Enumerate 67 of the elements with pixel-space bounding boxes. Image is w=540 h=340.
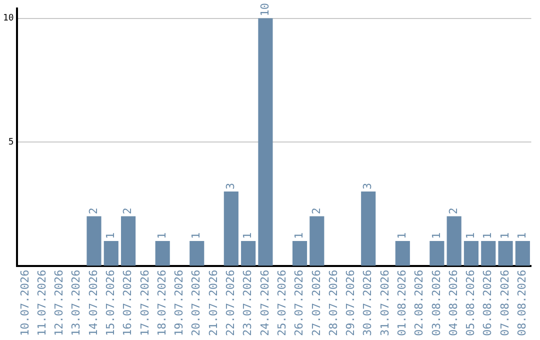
data-label: 2	[446, 208, 460, 214]
data-label: 10	[258, 3, 272, 16]
data-label: 1	[190, 232, 203, 240]
bar	[258, 18, 273, 266]
x-tick-label: 04.08.2026	[446, 270, 460, 336]
x-tick-label: 18.07.2026	[155, 270, 168, 336]
data-label: 1	[241, 232, 254, 240]
data-label: 2	[86, 208, 100, 214]
bar	[292, 241, 308, 266]
x-tick-label: 10.07.2026	[18, 270, 32, 336]
bar	[121, 216, 136, 266]
x-tick-label: 01.08.2026	[396, 270, 408, 336]
bar	[361, 192, 376, 266]
bar	[446, 216, 462, 266]
bar	[515, 241, 530, 266]
data-label: 1	[481, 232, 494, 240]
x-tick-label: 28.07.2026	[326, 270, 340, 336]
data-label: 1	[155, 232, 168, 240]
x-tick-label: 27.07.2026	[310, 270, 323, 336]
x-tick-label: 19.07.2026	[172, 270, 186, 336]
bar	[395, 241, 410, 266]
x-tick-label: 29.07.2026	[344, 270, 358, 336]
x-tick-label: 17.07.2026	[138, 270, 152, 336]
x-tick-label: 14.07.2026	[86, 270, 100, 336]
data-label: 1	[104, 232, 118, 240]
bar	[86, 216, 102, 266]
data-label: 3	[361, 182, 374, 190]
data-label: 1	[430, 232, 443, 240]
x-tick-label: 20.07.2026	[190, 270, 203, 336]
x-tick-label: 02.08.2026	[412, 270, 426, 336]
x-tick-label: 21.07.2026	[206, 270, 220, 336]
x-tick-label: 07.08.2026	[498, 270, 512, 336]
x-tick-label: 25.07.2026	[275, 270, 288, 336]
x-tick-label: 12.07.2026	[52, 270, 66, 336]
x-tick-label: 31.07.2026	[378, 270, 392, 336]
x-tick-label: 23.07.2026	[241, 270, 254, 336]
bar	[104, 241, 118, 266]
bar	[310, 216, 324, 266]
x-tick-label: 06.08.2026	[481, 270, 494, 336]
data-label: 1	[464, 232, 478, 240]
x-tick-label: 08.08.2026	[516, 270, 529, 336]
y-tick-label: 5	[8, 137, 14, 148]
x-tick-label: 11.07.2026	[35, 270, 48, 336]
x-tick-label: 13.07.2026	[70, 270, 83, 336]
x-tick-label: 03.08.2026	[430, 270, 443, 336]
bar	[155, 241, 170, 266]
x-tick-label: 16.07.2026	[121, 270, 134, 336]
bar	[241, 241, 256, 266]
bar	[464, 241, 479, 266]
data-label: 1	[498, 232, 512, 240]
data-label: 1	[396, 232, 408, 240]
x-tick-label: 30.07.2026	[361, 270, 374, 336]
bar	[190, 241, 204, 266]
x-tick-label: 26.07.2026	[292, 270, 306, 336]
bar	[498, 241, 513, 266]
x-tick-label: 15.07.2026	[104, 270, 118, 336]
data-label: 3	[224, 182, 238, 190]
x-tick-label: 24.07.2026	[258, 270, 272, 336]
x-tick-label: 05.08.2026	[464, 270, 478, 336]
data-label: 2	[310, 208, 323, 214]
x-tick-label: 22.07.2026	[224, 270, 238, 336]
data-label: 1	[292, 232, 306, 240]
bar	[481, 241, 496, 266]
data-label: 1	[516, 232, 529, 240]
bar	[430, 241, 444, 266]
bar	[224, 192, 238, 266]
data-label: 2	[121, 208, 134, 214]
